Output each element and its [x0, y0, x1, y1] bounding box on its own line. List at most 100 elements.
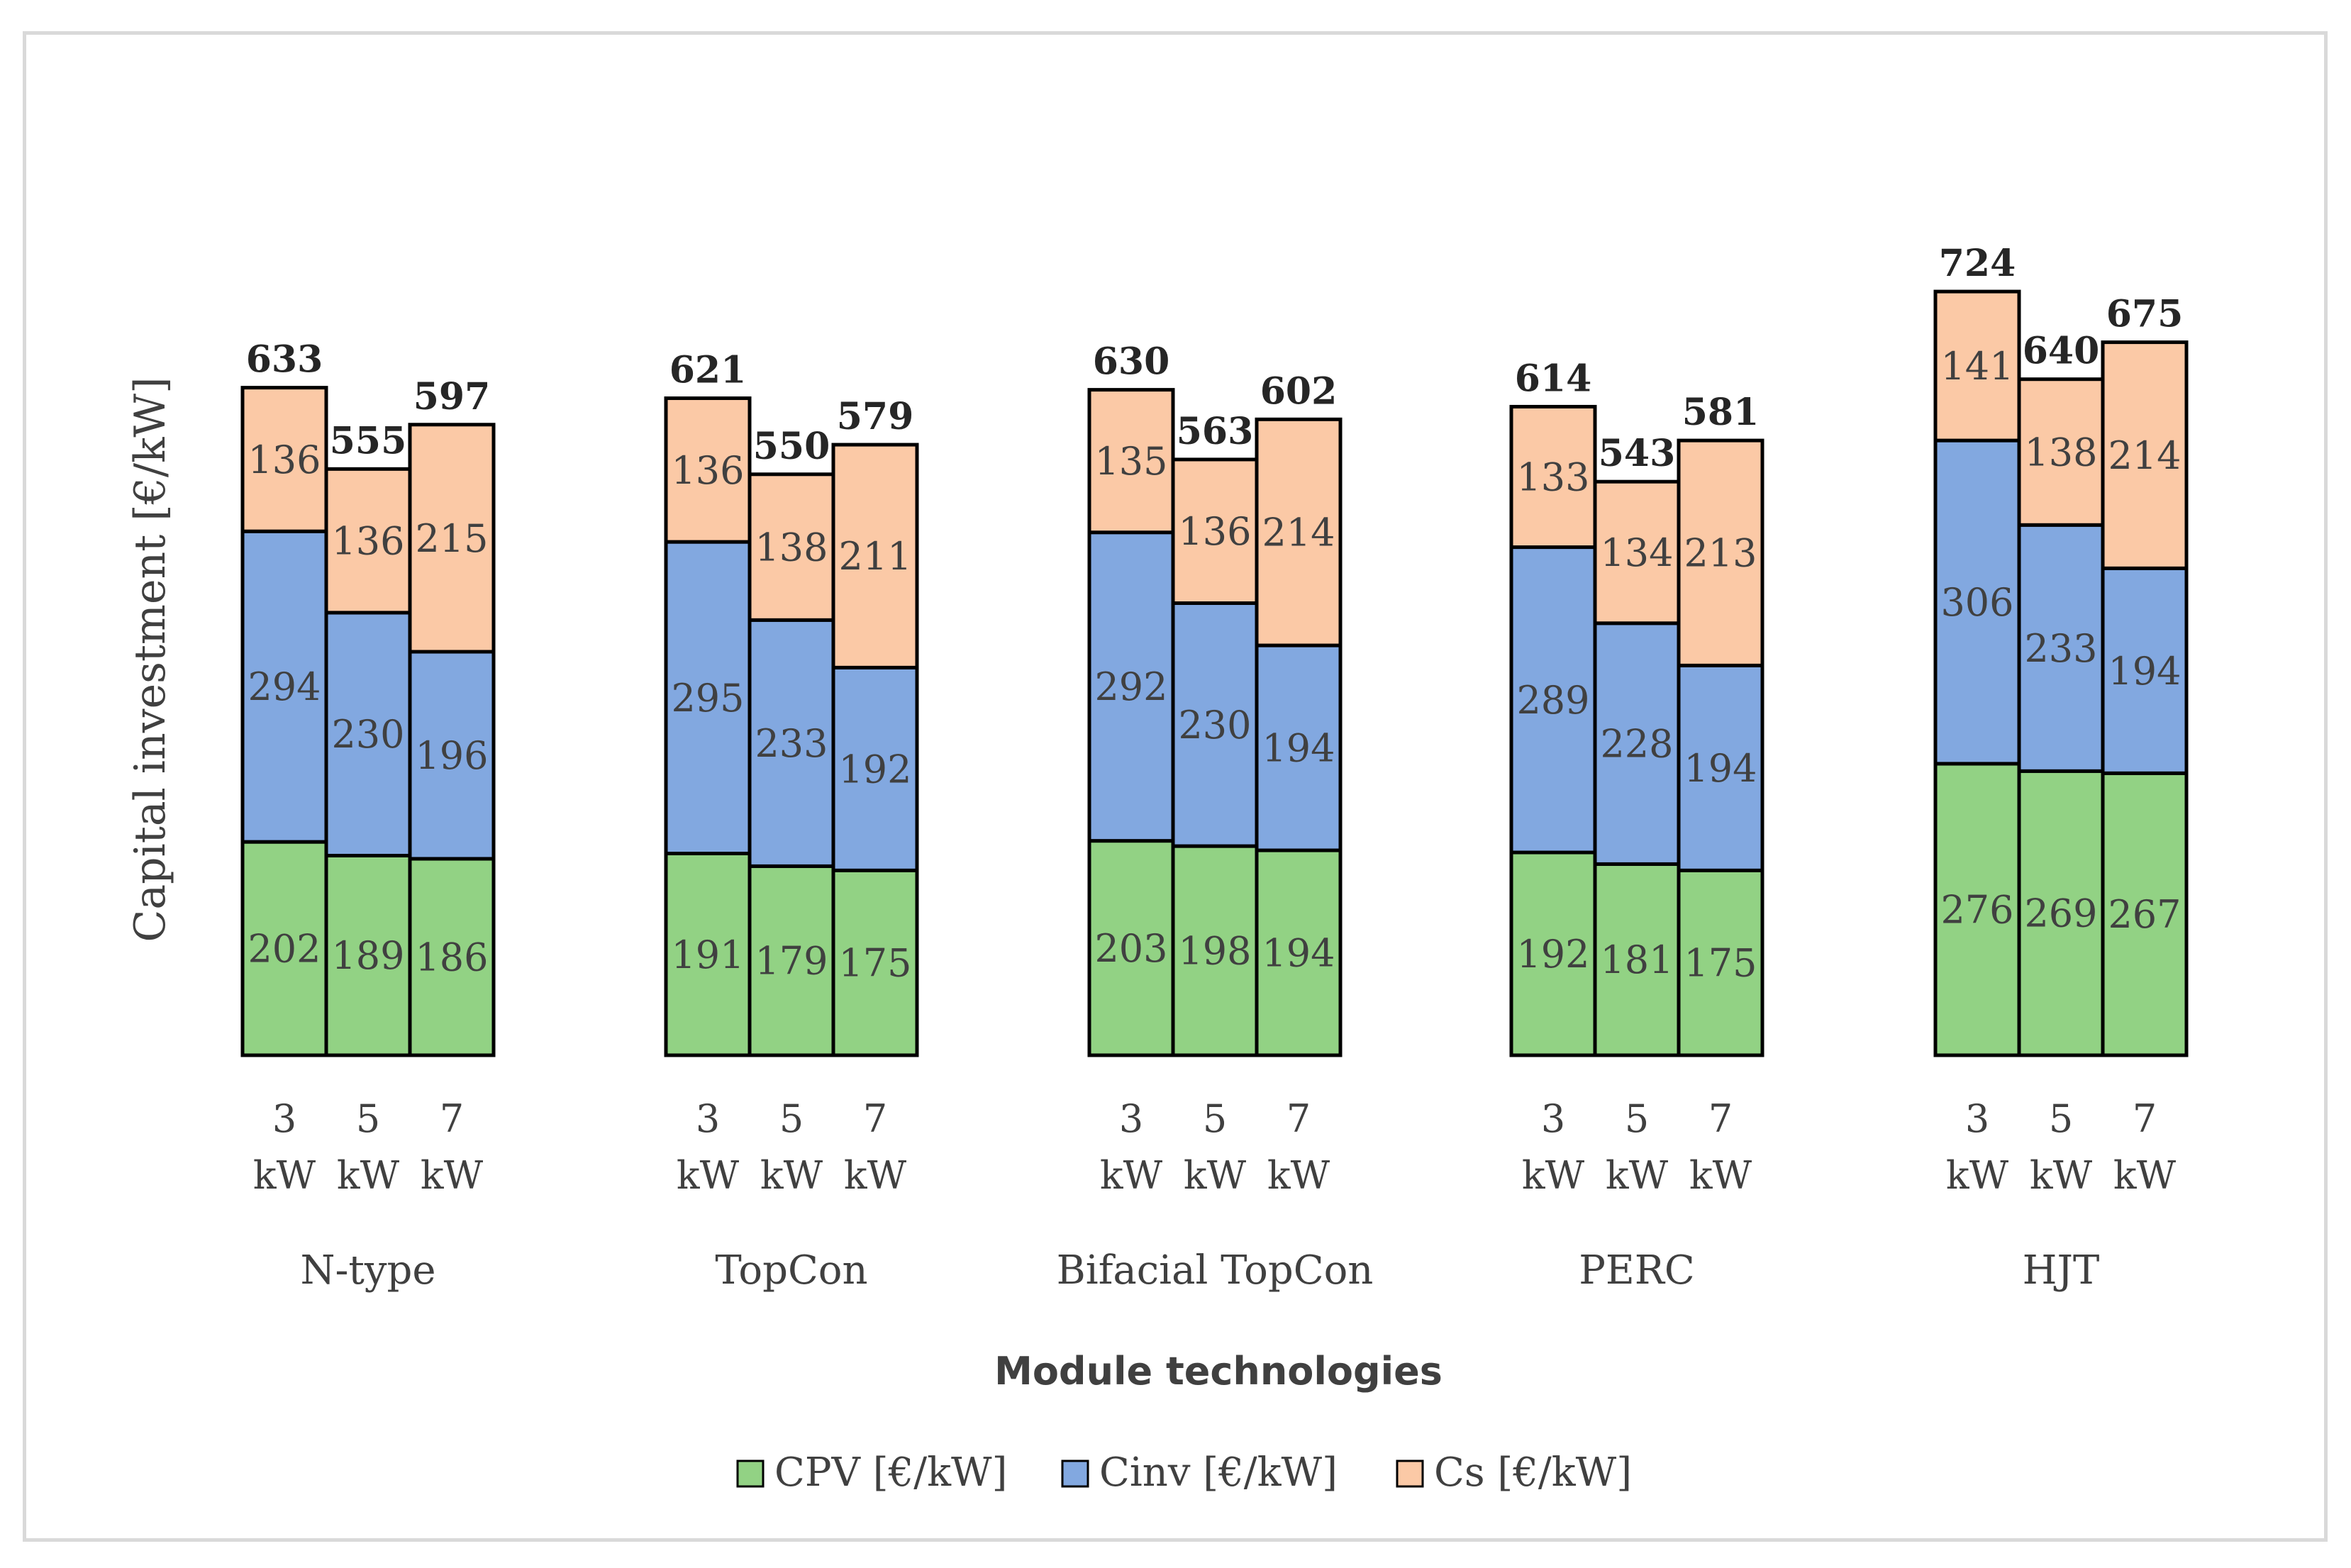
group-label-perc: PERC	[1579, 1247, 1695, 1294]
total-label-perc-1: 543	[1599, 432, 1676, 475]
tick-label-bifacial-topcon-0-unit: kW	[1100, 1153, 1163, 1198]
value-label-hjt-1-cpv: 269	[2024, 891, 2097, 936]
tick-label-hjt-0-unit: kW	[1946, 1153, 2009, 1198]
bar-perc-0-cs	[1509, 404, 1597, 550]
legend: CPV [€/kW] Cinv [€/kW] Cs [€/kW]	[736, 1450, 1632, 1496]
bar-n-type-1-cpv	[324, 853, 412, 1057]
value-label-topcon-1-cpv: 179	[755, 939, 828, 984]
bar-perc-2-cs	[1677, 438, 1764, 667]
total-label-perc-0: 614	[1515, 357, 1592, 400]
total-label-bifacial-topcon-1: 563	[1177, 410, 1254, 453]
tick-label-perc-1-unit: kW	[1606, 1153, 1669, 1198]
tick-label-n-type-1-number: 5	[356, 1096, 380, 1141]
tick-label-hjt-1-number: 5	[2049, 1096, 2073, 1141]
legend-swatch-cinv	[1061, 1459, 1089, 1488]
value-label-bifacial-topcon-2-cs: 214	[1262, 511, 1335, 555]
total-label-perc-2: 581	[1682, 391, 1760, 434]
value-label-hjt-1-cs: 138	[2024, 430, 2097, 474]
value-label-topcon-0-cpv: 191	[671, 933, 744, 977]
tick-label-bifacial-topcon-0-number: 3	[1119, 1096, 1143, 1141]
value-label-n-type-0-cpv: 202	[248, 927, 321, 972]
tick-label-bifacial-topcon-2-unit: kW	[1267, 1153, 1330, 1198]
total-label-n-type-0: 633	[246, 338, 323, 382]
value-label-topcon-2-cs: 211	[838, 534, 911, 579]
value-label-perc-1-cpv: 181	[1600, 938, 1673, 982]
tick-label-perc-2-unit: kW	[1689, 1153, 1752, 1198]
value-label-bifacial-topcon-1-cs: 136	[1178, 509, 1251, 554]
tick-label-n-type-0-number: 3	[272, 1096, 296, 1141]
bar-topcon-2-cinv	[831, 665, 919, 872]
value-label-topcon-0-cs: 136	[671, 448, 744, 493]
group-label-topcon: TopCon	[715, 1247, 867, 1294]
value-label-hjt-2-cpv: 267	[2108, 892, 2181, 937]
value-label-n-type-1-cinv: 230	[331, 712, 404, 757]
value-label-topcon-1-cinv: 233	[755, 721, 828, 766]
legend-label-cinv: Cinv [€/kW]	[1099, 1450, 1338, 1496]
bar-bifacial-topcon-2-cpv	[1255, 848, 1343, 1057]
bar-topcon-0-cinv	[664, 540, 752, 856]
bar-perc-0-cpv	[1509, 850, 1597, 1057]
tick-label-bifacial-topcon-1-number: 5	[1203, 1096, 1227, 1141]
bar-hjt-0-cs	[1933, 289, 2021, 443]
value-label-bifacial-topcon-2-cpv: 194	[1262, 931, 1335, 976]
legend-swatch-cs	[1396, 1459, 1424, 1488]
bar-perc-2-cpv	[1677, 868, 1764, 1057]
group-label-n-type: N-type	[300, 1247, 435, 1294]
bar-topcon-2-cs	[831, 443, 919, 669]
total-label-hjt-2: 675	[2106, 293, 2184, 336]
value-label-perc-2-cinv: 194	[1684, 746, 1757, 791]
tick-label-topcon-0-number: 3	[696, 1096, 720, 1141]
tick-label-perc-2-number: 7	[1708, 1096, 1733, 1141]
value-label-perc-2-cpv: 175	[1684, 941, 1757, 986]
value-label-topcon-2-cinv: 192	[838, 747, 911, 791]
total-label-n-type-1: 555	[330, 419, 407, 462]
tick-label-n-type-1-unit: kW	[337, 1153, 400, 1198]
value-label-bifacial-topcon-1-cpv: 198	[1178, 929, 1251, 974]
tick-label-topcon-1-unit: kW	[760, 1153, 823, 1198]
bar-hjt-1-cpv	[2017, 769, 2105, 1057]
value-label-n-type-1-cs: 136	[331, 519, 404, 564]
tick-label-hjt-2-number: 7	[2133, 1096, 2157, 1141]
tick-label-bifacial-topcon-2-number: 7	[1286, 1096, 1311, 1141]
value-label-hjt-2-cs: 214	[2108, 433, 2181, 478]
bar-bifacial-topcon-0-cs	[1087, 388, 1175, 535]
bar-hjt-1-cinv	[2017, 523, 2105, 773]
value-label-perc-0-cs: 133	[1516, 455, 1589, 499]
total-label-n-type-2: 597	[413, 375, 491, 418]
value-label-hjt-2-cinv: 194	[2108, 649, 2181, 694]
value-label-n-type-0-cs: 136	[248, 438, 321, 482]
bar-n-type-0-cpv	[240, 840, 328, 1057]
value-label-bifacial-topcon-2-cinv: 194	[1262, 726, 1335, 771]
legend-swatch-cpv	[736, 1459, 765, 1488]
value-label-topcon-0-cinv: 295	[671, 676, 744, 721]
bar-n-type-1-cinv	[324, 611, 412, 857]
value-label-hjt-0-cpv: 276	[1940, 887, 2013, 932]
legend-label-cs: Cs [€/kW]	[1434, 1450, 1632, 1496]
total-label-hjt-0: 724	[1939, 242, 2016, 285]
bar-hjt-2-cs	[2101, 340, 2189, 570]
bar-bifacial-topcon-2-cinv	[1255, 643, 1343, 852]
value-label-n-type-2-cinv: 196	[415, 733, 488, 778]
value-label-perc-0-cinv: 289	[1516, 678, 1589, 723]
bar-topcon-1-cs	[747, 472, 835, 622]
bar-perc-2-cinv	[1677, 663, 1764, 872]
value-label-n-type-1-cpv: 189	[331, 933, 404, 978]
bar-bifacial-topcon-0-cpv	[1087, 839, 1175, 1057]
group-label-hjt: HJT	[2023, 1247, 2100, 1294]
value-label-bifacial-topcon-1-cinv: 230	[1178, 703, 1251, 747]
tick-label-topcon-0-unit: kW	[677, 1153, 740, 1198]
bar-n-type-1-cs	[324, 467, 412, 615]
value-label-n-type-2-cpv: 186	[415, 935, 488, 979]
bar-n-type-2-cpv	[408, 857, 496, 1057]
bars-layer: 2022941366333kW1892301365555kW1861962155…	[240, 242, 2189, 1294]
legend-label-cpv: CPV [€/kW]	[774, 1450, 1007, 1496]
bar-n-type-0-cs	[240, 386, 328, 533]
value-label-hjt-0-cinv: 306	[1940, 580, 2013, 625]
total-label-bifacial-topcon-2: 602	[1260, 369, 1338, 413]
value-label-perc-0-cpv: 192	[1516, 932, 1589, 977]
group-label-bifacial-topcon: Bifacial TopCon	[1057, 1247, 1374, 1294]
value-label-perc-2-cs: 213	[1684, 531, 1757, 576]
tick-label-hjt-0-number: 3	[1965, 1096, 1989, 1141]
value-label-bifacial-topcon-0-cs: 135	[1094, 439, 1167, 484]
